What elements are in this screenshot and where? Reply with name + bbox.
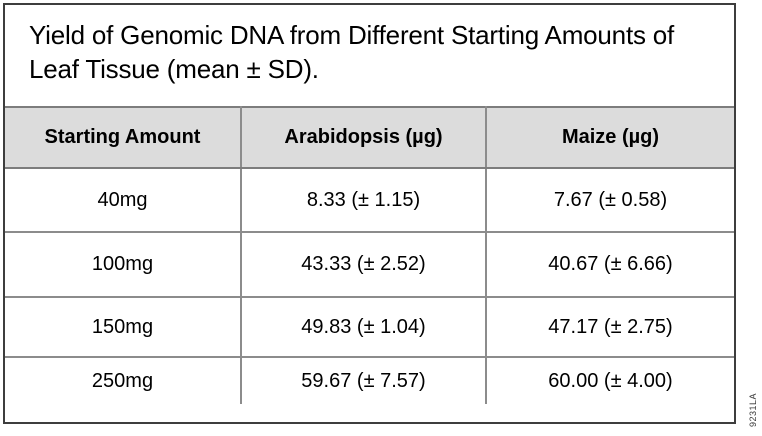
maize-value-cell: 7.67 (± 0.58) bbox=[485, 167, 734, 233]
arabidopsis-value-cell: 59.67 (± 7.57) bbox=[240, 356, 487, 404]
starting-amount-cell: 150mg bbox=[5, 296, 242, 358]
table-row: 100mg 43.33 (± 2.52) 40.67 (± 6.66) bbox=[5, 231, 734, 298]
figure-id-label: 9231LA bbox=[748, 392, 758, 427]
table-row: 40mg 8.33 (± 1.15) 7.67 (± 0.58) bbox=[5, 167, 734, 233]
maize-value-cell: 40.67 (± 6.66) bbox=[485, 231, 734, 298]
figure-title: Yield of Genomic DNA from Different Star… bbox=[29, 20, 675, 84]
arabidopsis-value-cell: 43.33 (± 2.52) bbox=[240, 231, 487, 298]
table-header-row: Starting Amount Arabidopsis (µg) Maize (… bbox=[5, 106, 734, 169]
data-table: Starting Amount Arabidopsis (µg) Maize (… bbox=[5, 106, 734, 404]
figure-frame: Yield of Genomic DNA from Different Star… bbox=[3, 3, 736, 424]
starting-amount-cell: 40mg bbox=[5, 167, 242, 233]
table-row: 150mg 49.83 (± 1.04) 47.17 (± 2.75) bbox=[5, 296, 734, 358]
column-header-arabidopsis: Arabidopsis (µg) bbox=[240, 106, 487, 169]
maize-value-cell: 47.17 (± 2.75) bbox=[485, 296, 734, 358]
maize-value-cell: 60.00 (± 4.00) bbox=[485, 356, 734, 404]
starting-amount-cell: 100mg bbox=[5, 231, 242, 298]
column-header-starting-amount: Starting Amount bbox=[5, 106, 242, 169]
starting-amount-cell: 250mg bbox=[5, 356, 242, 404]
table-row: 250mg 59.67 (± 7.57) 60.00 (± 4.00) bbox=[5, 356, 734, 404]
arabidopsis-value-cell: 8.33 (± 1.15) bbox=[240, 167, 487, 233]
arabidopsis-value-cell: 49.83 (± 1.04) bbox=[240, 296, 487, 358]
column-header-maize: Maize (µg) bbox=[485, 106, 734, 169]
